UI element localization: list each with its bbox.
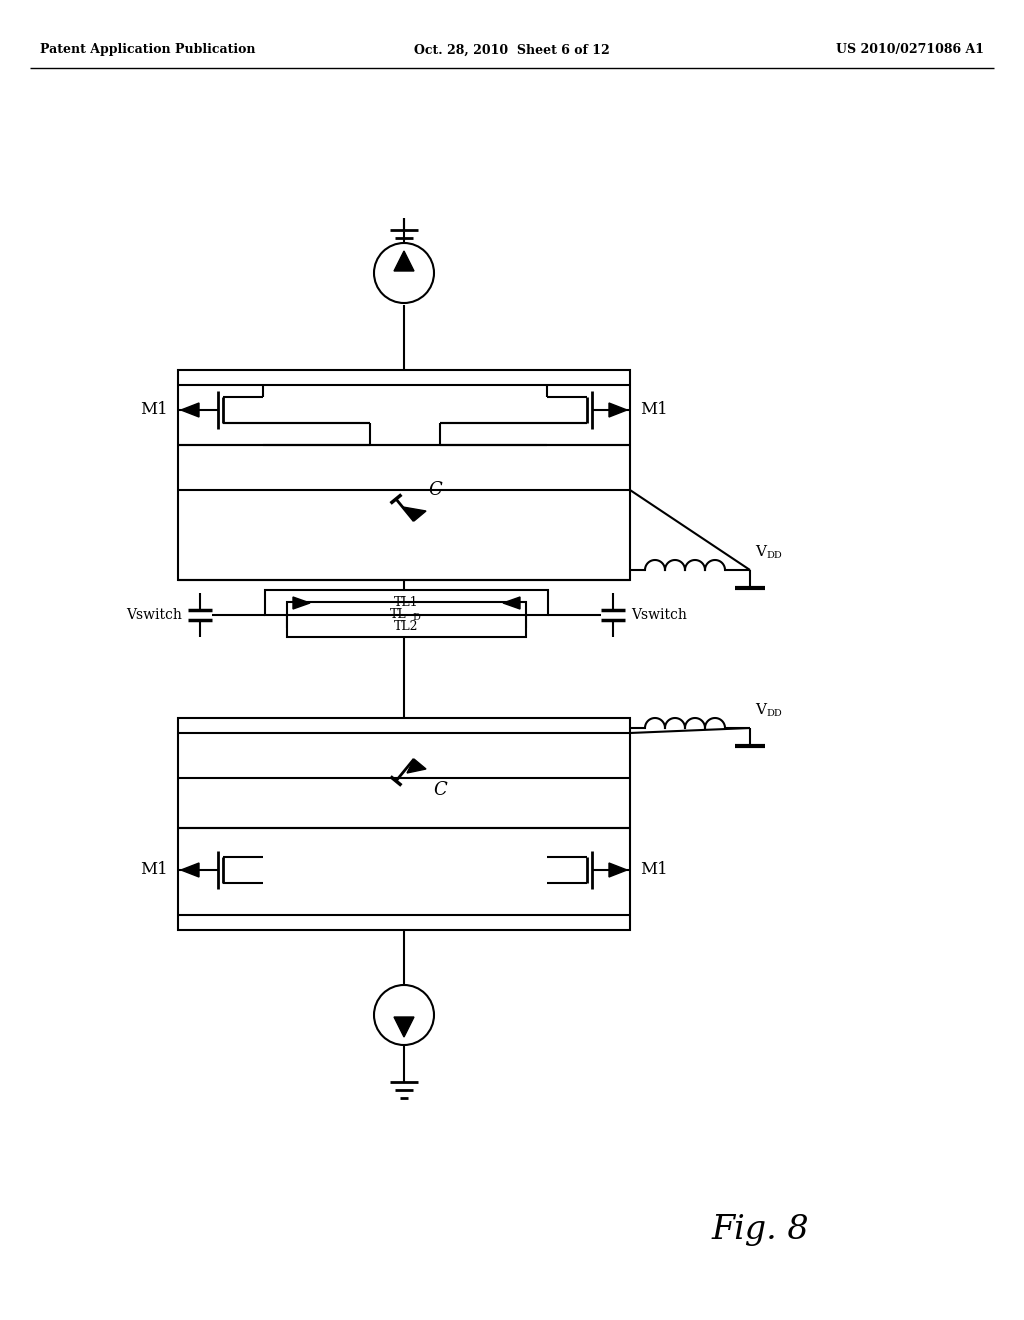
Text: DD: DD [766, 552, 781, 561]
Text: Oct. 28, 2010  Sheet 6 of 12: Oct. 28, 2010 Sheet 6 of 12 [414, 44, 610, 57]
Polygon shape [293, 597, 310, 609]
Text: D: D [412, 612, 420, 622]
Text: Fig. 8: Fig. 8 [712, 1214, 809, 1246]
Text: Patent Application Publication: Patent Application Publication [40, 44, 256, 57]
Polygon shape [609, 863, 627, 876]
Text: TL1: TL1 [393, 597, 419, 610]
Polygon shape [181, 863, 199, 876]
Text: C: C [433, 781, 446, 799]
Text: M1: M1 [640, 401, 668, 418]
Text: US 2010/0271086 A1: US 2010/0271086 A1 [836, 44, 984, 57]
Text: M1: M1 [640, 862, 668, 879]
Polygon shape [403, 507, 426, 521]
Polygon shape [394, 251, 414, 271]
Text: M1: M1 [140, 401, 168, 418]
Bar [265, 590, 548, 615]
Polygon shape [181, 403, 199, 417]
Polygon shape [394, 1016, 414, 1038]
Bar [287, 602, 526, 627]
Polygon shape [609, 403, 627, 417]
Text: V: V [755, 704, 766, 717]
Polygon shape [503, 597, 520, 609]
Text: DD: DD [766, 710, 781, 718]
Text: Vswitch: Vswitch [126, 609, 182, 622]
Text: Vswitch: Vswitch [631, 609, 687, 622]
Circle shape [374, 243, 434, 304]
Circle shape [374, 985, 434, 1045]
Text: TL: TL [390, 609, 407, 622]
Bar [178, 370, 630, 579]
Bar [287, 615, 526, 638]
Polygon shape [407, 759, 426, 774]
Text: V: V [755, 545, 766, 558]
Text: M1: M1 [140, 862, 168, 879]
Bar [178, 718, 630, 931]
Text: TL2: TL2 [394, 620, 418, 634]
Text: C: C [428, 480, 442, 499]
